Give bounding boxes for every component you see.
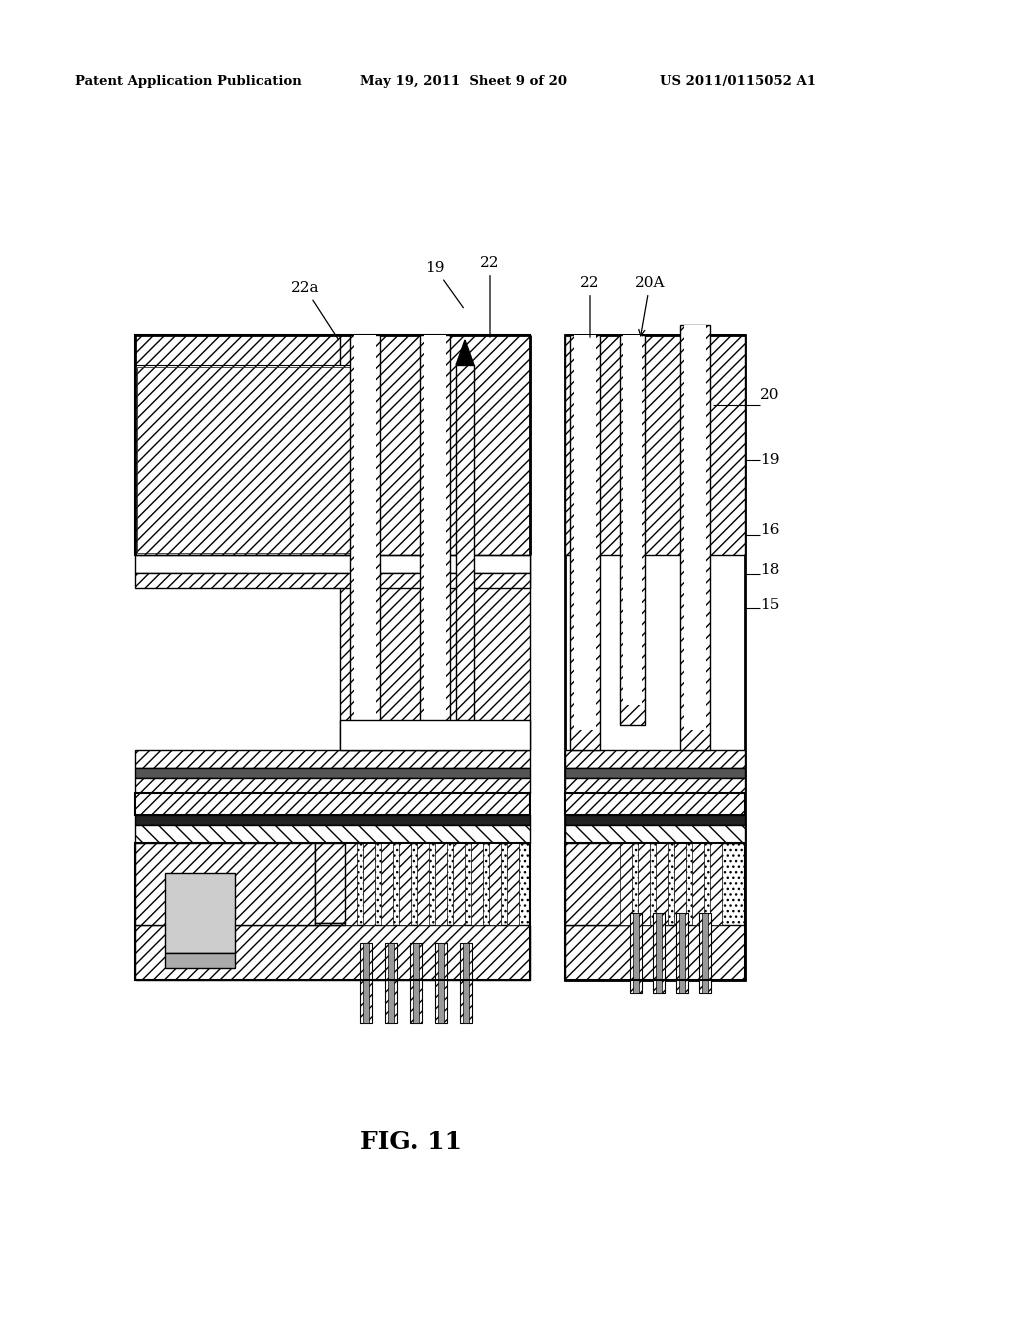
Bar bbox=[315, 923, 345, 925]
Bar bbox=[135, 573, 530, 587]
Polygon shape bbox=[456, 341, 474, 366]
Bar bbox=[135, 843, 315, 925]
Bar bbox=[362, 942, 369, 1023]
Bar bbox=[388, 942, 394, 1023]
Bar bbox=[135, 825, 530, 843]
Bar bbox=[165, 873, 234, 953]
Bar bbox=[137, 367, 368, 553]
Bar bbox=[471, 843, 483, 925]
Text: 22a: 22a bbox=[291, 281, 339, 339]
Bar bbox=[135, 366, 370, 554]
Bar bbox=[507, 843, 519, 925]
Bar bbox=[135, 843, 530, 979]
Text: Patent Application Publication: Patent Application Publication bbox=[75, 75, 302, 88]
Bar bbox=[489, 843, 501, 925]
Bar bbox=[435, 843, 447, 925]
Bar bbox=[565, 925, 745, 979]
Bar bbox=[574, 335, 596, 730]
Bar bbox=[413, 942, 419, 1023]
Bar bbox=[565, 777, 745, 793]
Bar bbox=[165, 953, 234, 968]
Bar bbox=[410, 942, 422, 1023]
Bar bbox=[565, 843, 745, 979]
Bar bbox=[699, 913, 711, 993]
Bar bbox=[702, 913, 708, 993]
Bar bbox=[424, 335, 446, 730]
Bar bbox=[135, 777, 530, 793]
Bar bbox=[362, 843, 375, 925]
Bar bbox=[630, 913, 642, 993]
Bar bbox=[565, 825, 745, 843]
Bar bbox=[456, 366, 474, 730]
Text: 22: 22 bbox=[480, 256, 500, 337]
Text: 16: 16 bbox=[760, 523, 779, 537]
Bar bbox=[135, 554, 530, 573]
Bar bbox=[420, 335, 450, 750]
Bar bbox=[623, 335, 642, 705]
Bar bbox=[653, 913, 665, 993]
Bar bbox=[340, 335, 530, 750]
Text: 22: 22 bbox=[581, 276, 600, 337]
Text: 19: 19 bbox=[425, 261, 464, 308]
Bar bbox=[710, 843, 722, 925]
Bar bbox=[350, 335, 380, 750]
Bar bbox=[565, 793, 745, 814]
Bar bbox=[676, 913, 688, 993]
Bar bbox=[135, 335, 530, 554]
Bar bbox=[381, 843, 393, 925]
Text: US 2011/0115052 A1: US 2011/0115052 A1 bbox=[660, 75, 816, 88]
Bar bbox=[620, 335, 645, 725]
Text: 15: 15 bbox=[760, 598, 779, 612]
Bar bbox=[565, 843, 625, 925]
Bar bbox=[399, 843, 411, 925]
Bar bbox=[656, 843, 668, 925]
Text: FIG. 11: FIG. 11 bbox=[360, 1130, 462, 1154]
Bar bbox=[565, 843, 745, 979]
Bar bbox=[680, 325, 710, 750]
Bar bbox=[570, 335, 600, 750]
Bar bbox=[345, 843, 357, 925]
Bar bbox=[135, 793, 530, 814]
Bar bbox=[638, 843, 650, 925]
Text: May 19, 2011  Sheet 9 of 20: May 19, 2011 Sheet 9 of 20 bbox=[360, 75, 567, 88]
Bar bbox=[135, 750, 530, 768]
Bar bbox=[438, 942, 444, 1023]
Bar bbox=[137, 367, 368, 553]
Bar bbox=[385, 942, 397, 1023]
Text: 20A: 20A bbox=[635, 276, 666, 335]
Bar bbox=[684, 325, 706, 730]
Bar bbox=[565, 768, 745, 777]
Bar bbox=[565, 814, 745, 825]
Bar bbox=[460, 942, 472, 1023]
Bar bbox=[463, 942, 469, 1023]
Bar bbox=[656, 913, 662, 993]
Bar bbox=[135, 814, 530, 825]
Text: 19: 19 bbox=[760, 453, 779, 467]
Bar bbox=[315, 843, 345, 923]
Bar bbox=[360, 942, 372, 1023]
Bar bbox=[453, 843, 465, 925]
Bar bbox=[565, 335, 745, 979]
Bar bbox=[135, 366, 370, 554]
Bar bbox=[417, 843, 429, 925]
Bar bbox=[135, 768, 530, 777]
Text: 20: 20 bbox=[760, 388, 779, 403]
Bar bbox=[435, 942, 447, 1023]
Bar bbox=[692, 843, 705, 925]
Bar bbox=[633, 913, 639, 993]
Text: 18: 18 bbox=[760, 564, 779, 577]
Bar bbox=[340, 719, 530, 750]
Bar bbox=[679, 913, 685, 993]
Bar bbox=[674, 843, 686, 925]
Bar bbox=[565, 750, 745, 768]
Bar bbox=[565, 335, 745, 554]
Bar bbox=[135, 843, 530, 979]
Bar bbox=[135, 925, 530, 979]
Bar bbox=[620, 843, 632, 925]
Bar bbox=[354, 335, 376, 730]
